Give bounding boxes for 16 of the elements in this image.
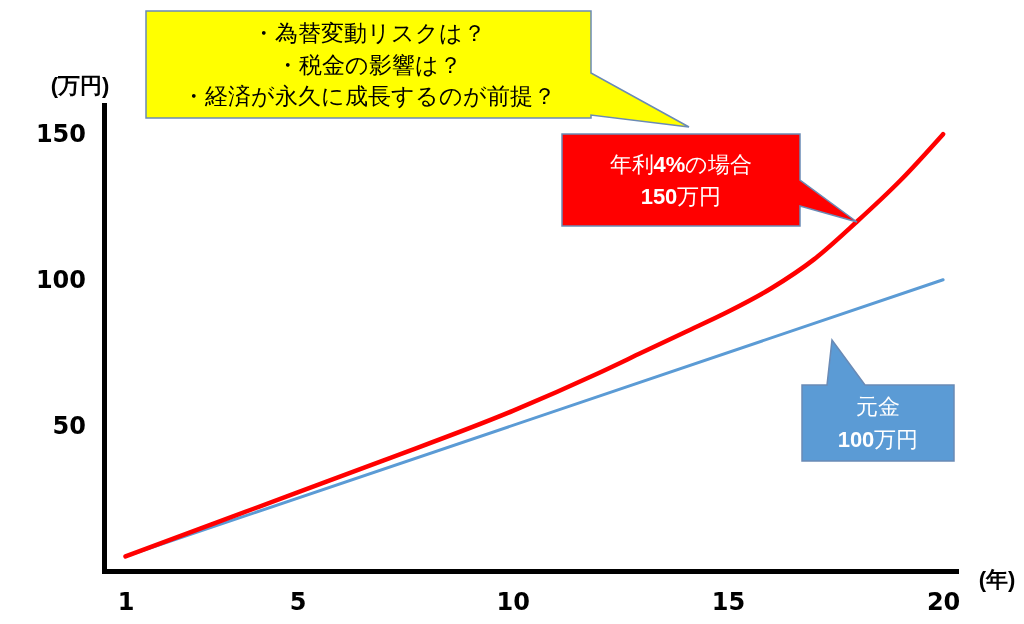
x-tick-label: 5 [289,588,307,617]
x-tick-label: 20 [926,588,961,617]
y-axis-title: (万円) [50,73,110,98]
x-tick-label: 15 [711,588,746,617]
annotation: ・経済が永久に成長するのが前提？ [181,83,556,110]
y-tick-label: 50 [52,411,86,440]
y-tick-label: 150 [35,120,86,149]
y-tick-label: 100 [35,265,86,294]
annotation: 元金 100万円 [837,394,919,453]
text: ・為替変動リスクは？ [251,20,486,47]
text: ・税金の影響は？ [275,51,462,78]
line-series [123,131,946,559]
x-axis-title: (年) [978,567,1016,592]
x-tick-label: 1 [117,588,135,617]
x-tick-label: 10 [496,588,530,617]
annotation: 年利4%の場合 150万円 [609,151,753,209]
